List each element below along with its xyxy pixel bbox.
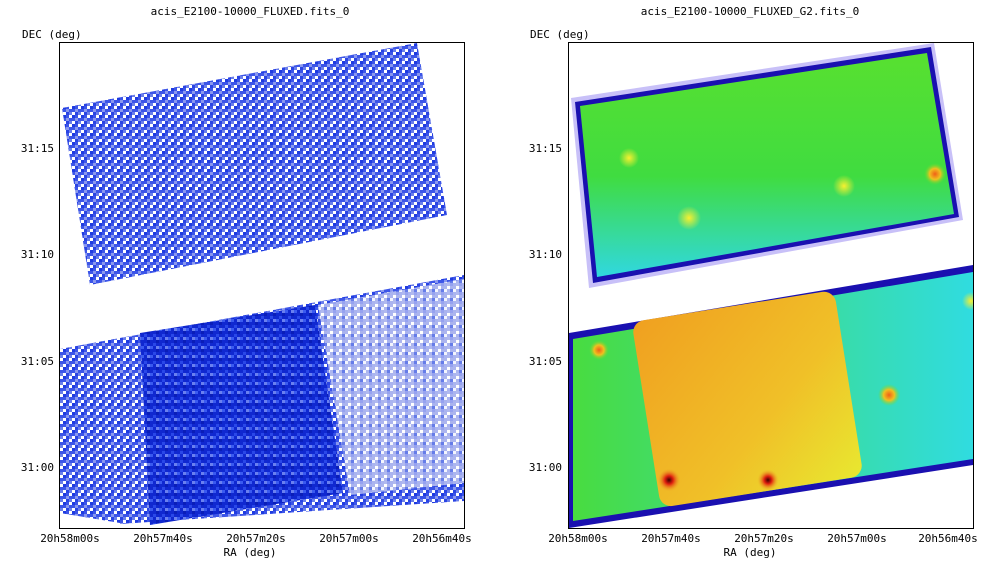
left-image-panel: acis_E2100-10000_FLUXED.fits_0 DEC (deg) <box>20 5 472 559</box>
left-raw-image <box>60 43 464 528</box>
right-ytick-2: 31:10 <box>528 248 562 261</box>
right-panel-title: acis_E2100-10000_FLUXED_G2.fits_0 <box>640 5 860 18</box>
source-marker <box>924 163 946 185</box>
left-xtick-3: 20h57m20s <box>226 532 286 545</box>
right-image-panel: acis_E2100-10000_FLUXED_G2.fits_0 DEC (d… <box>500 0 1000 572</box>
right-smoothed-image <box>569 43 973 528</box>
right-xtick-4: 20h57m00s <box>827 532 887 545</box>
light-chip-strip <box>318 279 464 495</box>
left-ytick-1: 31:15 <box>20 142 54 155</box>
right-ytick-4: 31:00 <box>528 461 562 474</box>
right-plot-area[interactable] <box>568 42 974 529</box>
left-xtick-4: 20h57m00s <box>319 532 379 545</box>
left-ytick-3: 31:05 <box>20 355 54 368</box>
left-ytick-2: 31:10 <box>20 248 54 261</box>
left-xtick-2: 20h57m40s <box>133 532 193 545</box>
right-xtick-1: 20h58m00s <box>548 532 608 545</box>
left-y-axis-label: DEC (deg) <box>22 28 82 41</box>
right-xtick-5: 20h56m40s <box>918 532 978 545</box>
upper-chip-raw <box>62 43 447 285</box>
left-x-axis-label: RA (deg) <box>223 546 277 559</box>
right-xtick-3: 20h57m20s <box>734 532 794 545</box>
left-plot-area[interactable] <box>59 42 465 529</box>
left-panel-title: acis_E2100-10000_FLUXED.fits_0 <box>150 5 350 18</box>
left-xtick-5: 20h56m40s <box>412 532 472 545</box>
source-marker <box>757 469 779 491</box>
right-y-axis-label: DEC (deg) <box>530 28 590 41</box>
right-ytick-3: 31:05 <box>528 355 562 368</box>
upper-chip-smooth <box>580 53 954 277</box>
right-x-axis-label: RA (deg) <box>723 546 777 559</box>
right-ytick-1: 31:15 <box>528 142 562 155</box>
dark-chip-strip <box>140 305 343 525</box>
right-xtick-2: 20h57m40s <box>641 532 701 545</box>
left-xtick-1: 20h58m00s <box>40 532 100 545</box>
left-ytick-4: 31:00 <box>20 461 54 474</box>
bright-chip-region <box>633 291 862 507</box>
source-marker <box>657 468 681 492</box>
